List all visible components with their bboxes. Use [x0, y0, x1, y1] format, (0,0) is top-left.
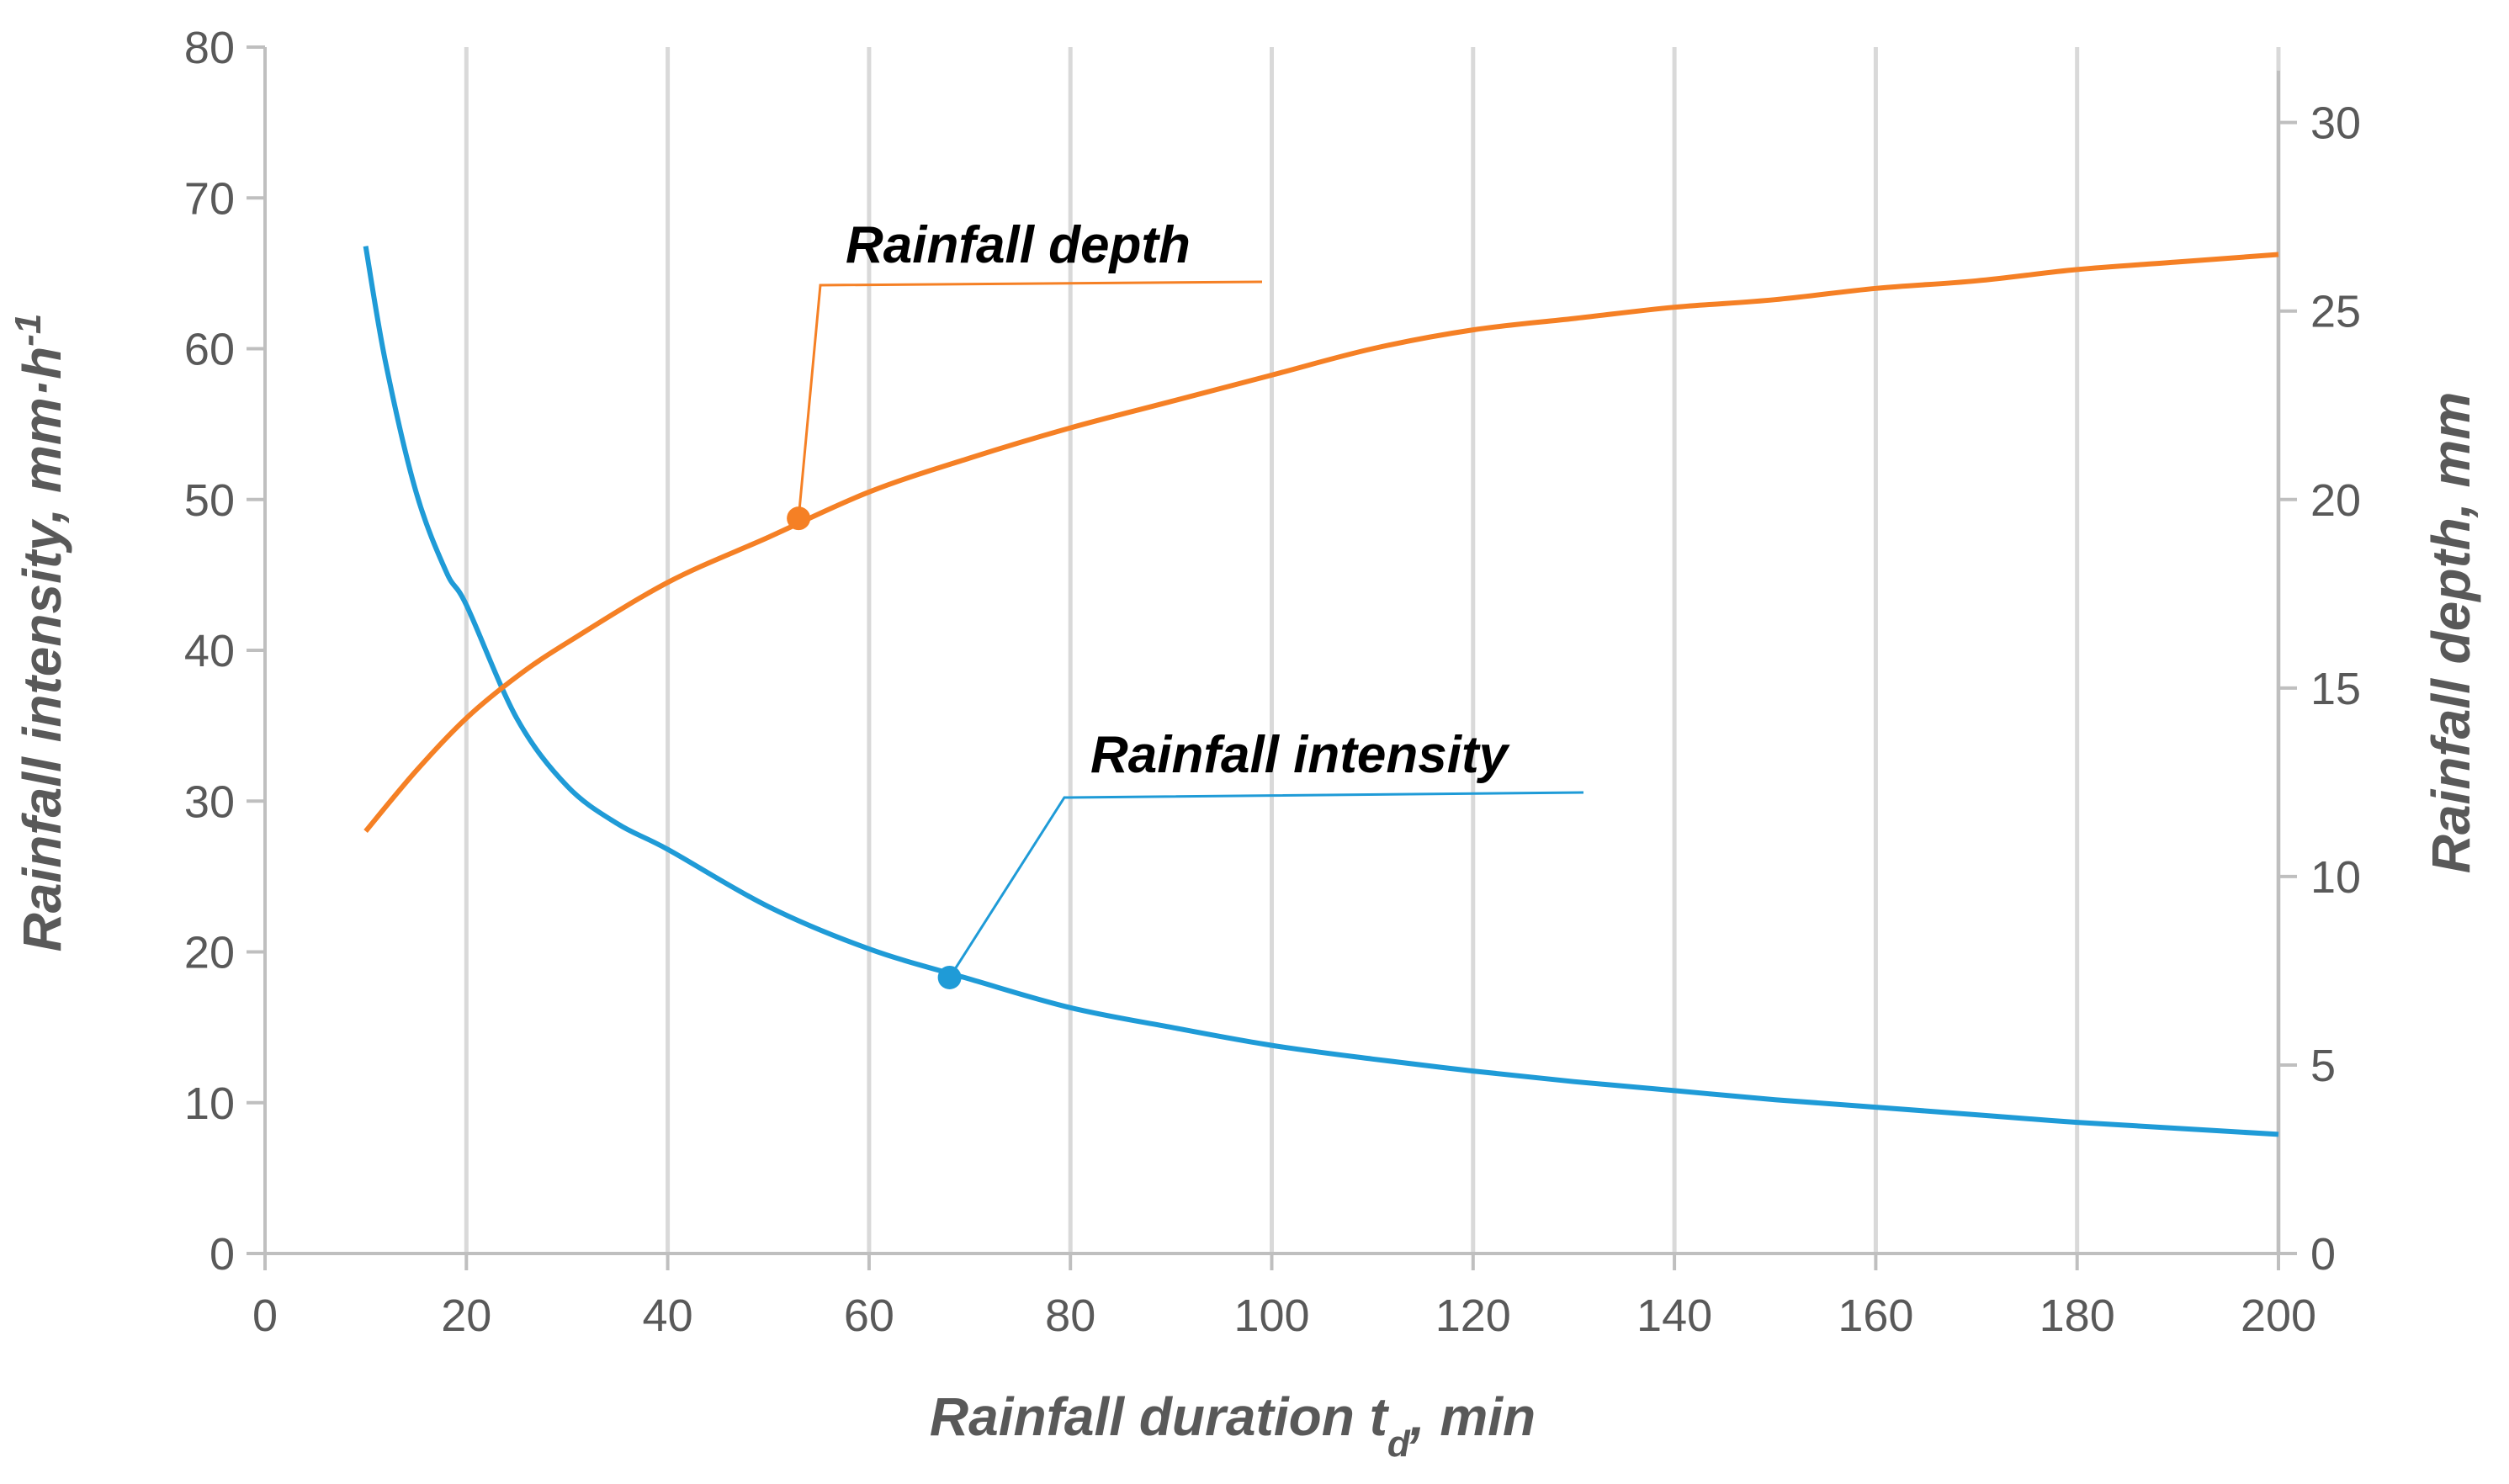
y2-tick-label: 30	[2310, 98, 2361, 149]
x-tick-label: 180	[2040, 1291, 2115, 1341]
y-tick-label: 80	[184, 23, 235, 73]
y-tick-label: 60	[184, 325, 235, 375]
x-tick-label: 100	[1233, 1291, 1309, 1341]
y-axis-title: Rainfall intensity, mm·h-1	[8, 314, 73, 952]
axis-layer: 0 20 40 60 80 100 120 140 160 180 2000102030405060…	[184, 23, 2361, 1341]
x-axis-title-sub: d	[1387, 1423, 1411, 1465]
rainfall-depth-line	[363, 252, 2279, 834]
rainfall-depth-label: Rainfall depth	[846, 216, 1191, 274]
rainfall-intensity-label: Rainfall intensity	[1090, 726, 1511, 784]
y-tick-label: 30	[184, 776, 235, 827]
rainfall-depth-leader-line	[797, 280, 1263, 519]
y-axis-title-main: Rainfall intensity, mm·h	[12, 347, 72, 952]
rainfall-intensity-marker	[937, 965, 962, 989]
y2-tick-label: 20	[2310, 475, 2361, 526]
x-axis-title-main: Rainfall duration t	[930, 1386, 1390, 1447]
x-axis-title: Rainfall duration td, min	[930, 1386, 1536, 1465]
rainfall-intensity-leader-line	[948, 791, 1584, 978]
rainfall-intensity-line	[363, 246, 2279, 1137]
y2-axis-title: Rainfall depth, mm	[2421, 392, 2481, 874]
grid-layer	[464, 47, 2281, 1253]
rainfall-depth-marker	[787, 506, 811, 531]
x-tick-label: 20	[441, 1291, 491, 1341]
y2-tick-label: 15	[2310, 664, 2361, 714]
y-tick-label: 10	[184, 1079, 235, 1129]
y2-tick-label: 25	[2310, 287, 2361, 337]
y-tick-label: 0	[210, 1229, 235, 1280]
y-tick-label: 50	[184, 475, 235, 526]
x-tick-label: 40	[643, 1291, 693, 1341]
series-layer	[363, 246, 2279, 1137]
x-tick-label: 120	[1435, 1291, 1511, 1341]
y-tick-label: 40	[184, 626, 235, 676]
y-tick-label: 70	[184, 173, 235, 224]
y-tick-label: 20	[184, 928, 235, 978]
annotation-layer: Rainfall depth Rainfall intensity	[787, 216, 1584, 989]
x-tick-label: 80	[1045, 1291, 1095, 1341]
x-tick-label: 140	[1636, 1291, 1712, 1341]
x-tick-label: 60	[844, 1291, 894, 1341]
y2-tick-label: 10	[2310, 852, 2361, 903]
y-axis-title-sup: -1	[8, 314, 49, 347]
x-axis-title-tail: , min	[1409, 1386, 1536, 1447]
x-tick-label: 0	[252, 1291, 278, 1341]
y2-tick-label: 5	[2310, 1041, 2336, 1091]
y2-tick-label: 0	[2310, 1229, 2336, 1280]
x-tick-label: 200	[2241, 1291, 2316, 1341]
x-tick-label: 160	[1838, 1291, 1913, 1341]
